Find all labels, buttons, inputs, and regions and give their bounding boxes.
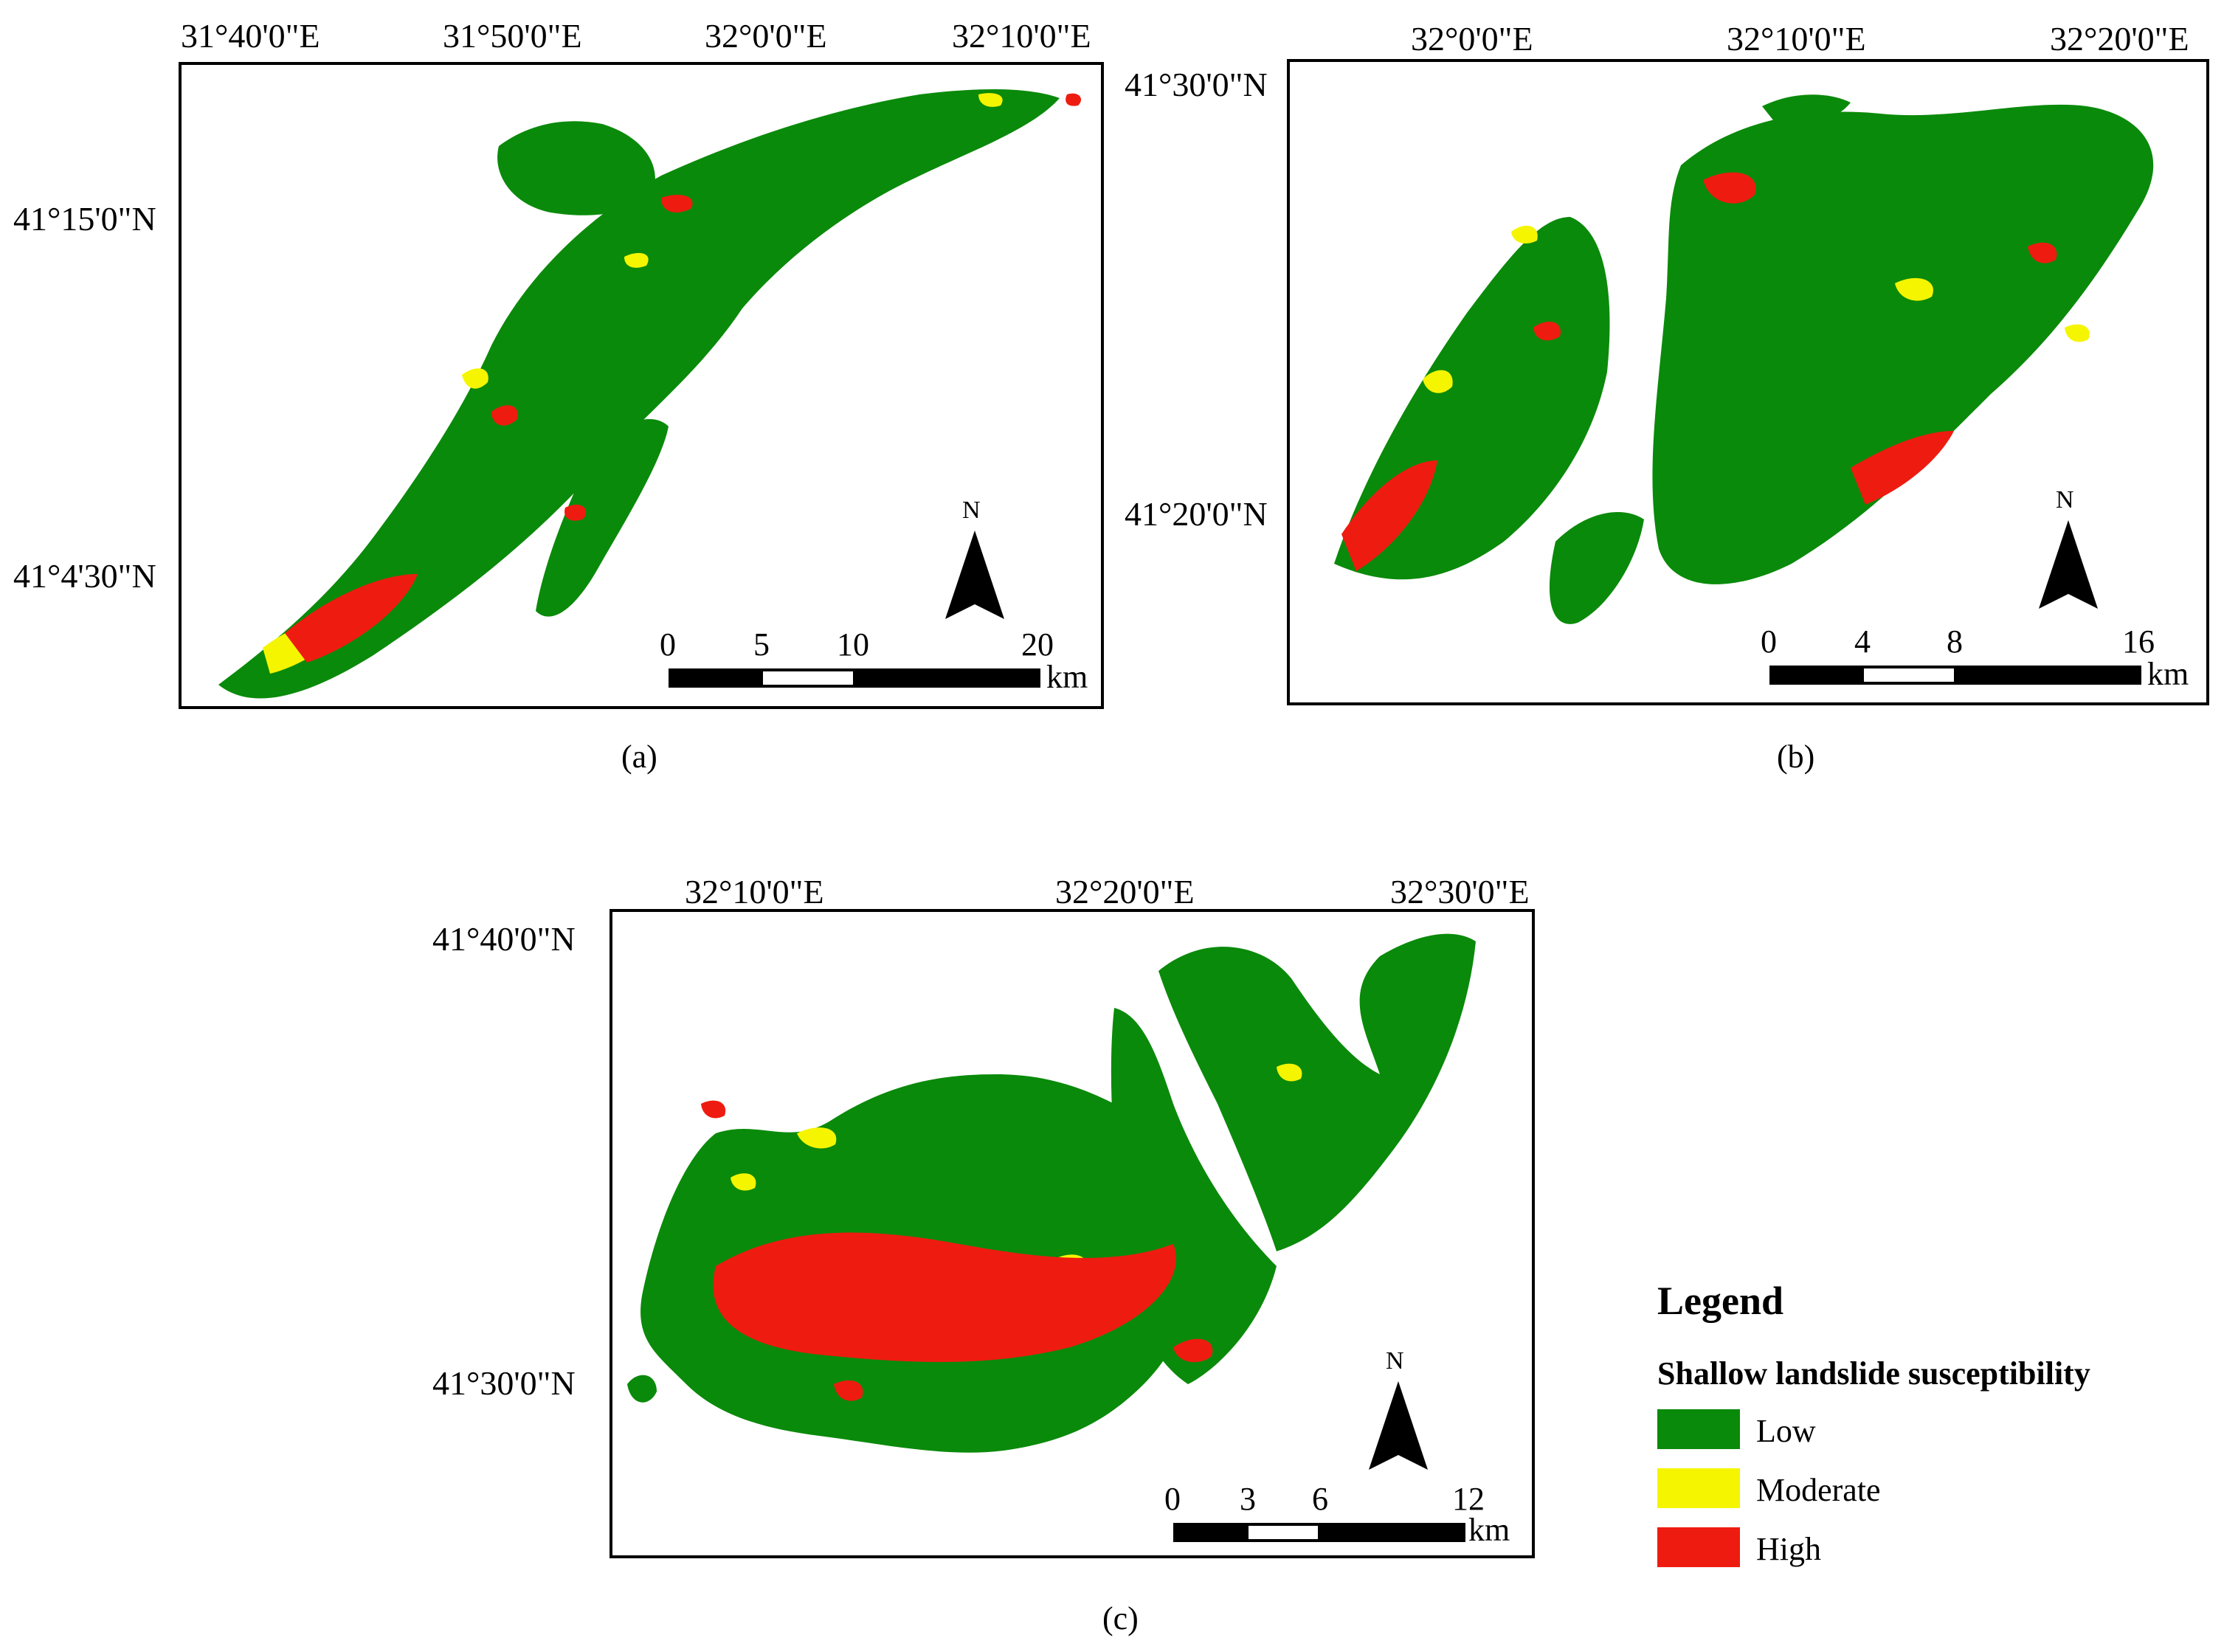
panel-caption: (b) (1777, 739, 1815, 775)
scale-bar: 0 4 8 16 km (1761, 623, 2197, 697)
susceptibility-map (627, 933, 1476, 1453)
susceptibility-map (218, 89, 1082, 699)
scale-tick-label: 0 (1164, 1481, 1181, 1517)
high-zone (1341, 172, 2057, 571)
scale-unit: km (1046, 659, 1088, 695)
map-frame: N 0 5 10 20 km (179, 62, 1104, 709)
low-zone (218, 89, 1060, 699)
lon-label: 32°10'0"E (685, 873, 824, 910)
scale-bar: 0 5 10 20 km (660, 626, 1097, 699)
lon-label: 32°20'0"E (2050, 20, 2189, 58)
scale-tick-label: 10 (837, 626, 869, 663)
north-label: N (2056, 486, 2074, 514)
scale-tick-label: 8 (1947, 623, 1963, 660)
high-zone (701, 1100, 1213, 1401)
legend-swatch-high (1657, 1527, 1740, 1567)
map-frame: N 0 3 6 12 km (609, 909, 1535, 1558)
legend-swatch-moderate (1657, 1468, 1740, 1508)
lon-label: 32°10'0"E (1727, 20, 1866, 58)
scale-unit: km (2147, 656, 2189, 692)
lat-label: 41°15'0"N (13, 200, 156, 238)
north-arrow: N (1365, 1347, 1432, 1480)
legend-title: Legend (1657, 1279, 1784, 1323)
panel-caption: (c) (1102, 1600, 1139, 1637)
north-arrow: N (2035, 486, 2102, 619)
lon-label: 31°40'0"E (181, 17, 320, 55)
scale-tick-label: 6 (1312, 1481, 1328, 1517)
north-label: N (1386, 1347, 1404, 1375)
scale-bar-graphic (1173, 1523, 1465, 1542)
scale-tick-label: 12 (1452, 1481, 1485, 1517)
north-arrow-icon (945, 530, 1004, 619)
scale-bar-graphic (669, 668, 1040, 688)
lon-label: 32°0'0"E (1411, 20, 1533, 58)
scale-unit: km (1468, 1512, 1510, 1548)
north-label: N (962, 497, 981, 524)
low-zone (627, 933, 1476, 1453)
scale-tick-label: 20 (1021, 626, 1054, 663)
north-arrow-icon (2039, 520, 2098, 609)
lon-label: 31°50'0"E (443, 17, 582, 55)
lat-label: 41°30'0"N (432, 1364, 576, 1402)
scale-tick-label: 0 (1761, 623, 1777, 660)
panel-caption: (a) (621, 739, 657, 775)
scale-tick-label: 0 (660, 626, 676, 663)
map-frame: N 0 4 8 16 km (1287, 59, 2209, 705)
lat-label: 41°4'30"N (13, 557, 156, 595)
legend-label-moderate: Moderate (1756, 1472, 1881, 1508)
scale-tick-label: 5 (753, 626, 770, 663)
lon-label: 32°20'0"E (1055, 873, 1195, 910)
moderate-zone (1423, 225, 2090, 393)
scale-tick-label: 4 (1854, 623, 1871, 660)
lon-label: 32°10'0"E (952, 17, 1091, 55)
legend-subtitle: Shallow landslide susceptibility (1657, 1355, 2090, 1392)
legend-label-high: High (1756, 1531, 1821, 1567)
scale-tick-label: 3 (1240, 1481, 1256, 1517)
lon-label: 32°30'0"E (1390, 873, 1530, 910)
lat-label: 41°30'0"N (1125, 66, 1268, 103)
lat-label: 41°20'0"N (1125, 495, 1268, 533)
scale-bar: 0 3 6 12 km (1164, 1480, 1520, 1554)
lat-label: 41°40'0"N (432, 920, 576, 958)
high-zone (285, 93, 1082, 663)
scale-bar-graphic (1769, 666, 2141, 685)
north-arrow-icon (1369, 1381, 1428, 1470)
legend-label-low: Low (1756, 1413, 1816, 1449)
susceptibility-map (1334, 94, 2154, 624)
north-arrow: N (942, 497, 1008, 629)
legend-swatch-low (1657, 1409, 1740, 1449)
scale-tick-label: 16 (2122, 623, 2155, 660)
lon-label: 32°0'0"E (705, 17, 827, 55)
